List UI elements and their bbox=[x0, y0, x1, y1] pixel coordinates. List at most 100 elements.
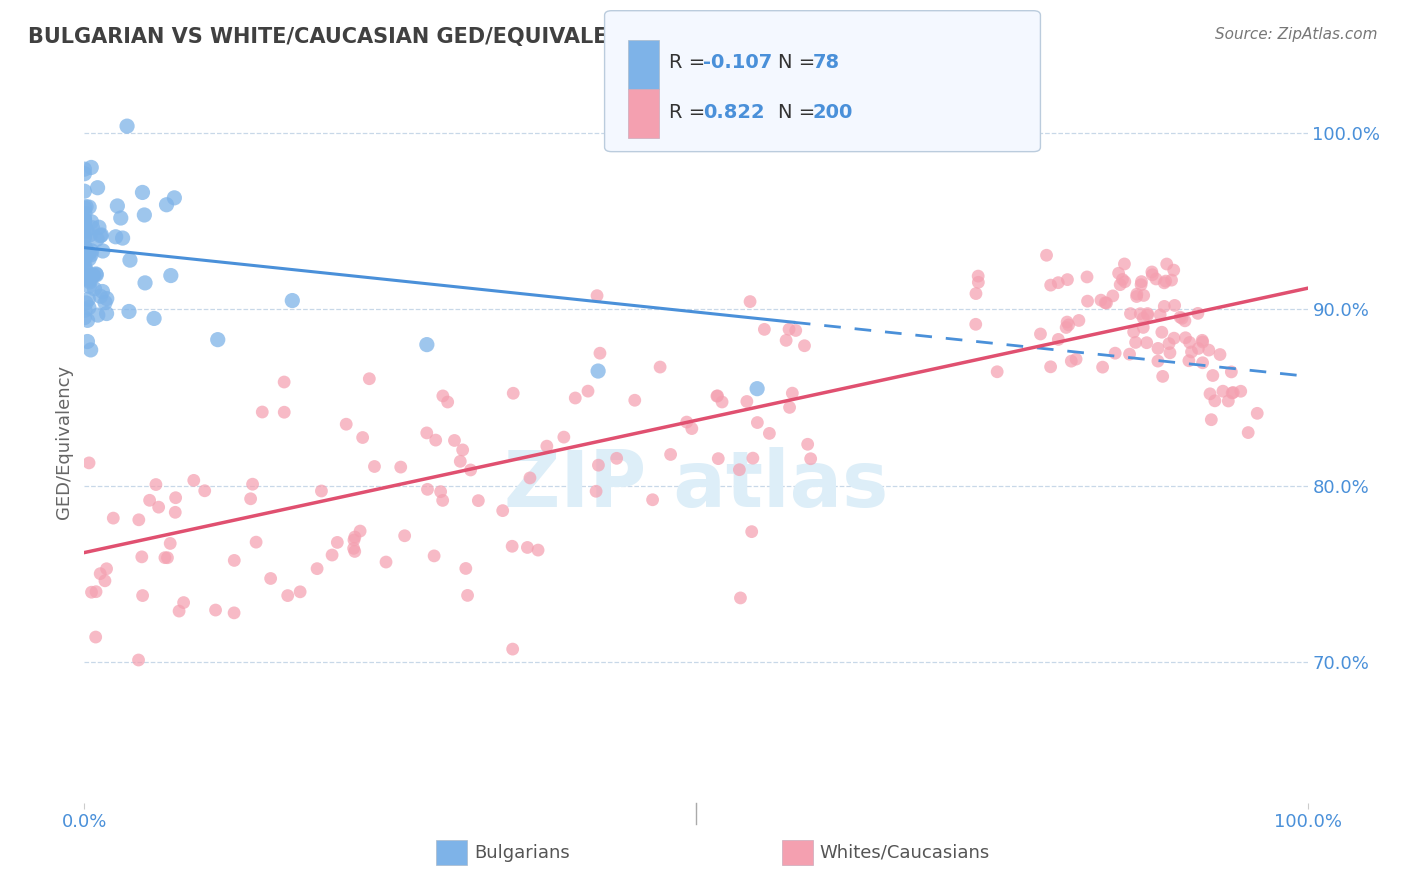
Point bbox=[1191, 356, 1213, 370]
Point bbox=[1237, 425, 1260, 440]
Point bbox=[967, 275, 990, 289]
Point bbox=[307, 561, 329, 575]
Text: N =: N = bbox=[778, 103, 821, 122]
Point bbox=[375, 555, 398, 569]
Point bbox=[1101, 289, 1123, 303]
Point bbox=[754, 322, 776, 336]
Point bbox=[416, 425, 439, 440]
Point bbox=[75, 263, 97, 277]
Point bbox=[623, 393, 645, 408]
Point bbox=[1201, 413, 1223, 427]
Point bbox=[1060, 354, 1083, 368]
Point bbox=[128, 653, 150, 667]
Point bbox=[118, 253, 141, 268]
Point bbox=[730, 591, 752, 605]
Point bbox=[454, 561, 477, 575]
Point bbox=[576, 384, 599, 398]
Point bbox=[1220, 365, 1243, 379]
Point bbox=[87, 308, 110, 322]
Point bbox=[204, 603, 226, 617]
Point bbox=[207, 333, 229, 347]
Point bbox=[167, 604, 190, 618]
Point bbox=[84, 584, 107, 599]
Point bbox=[1094, 295, 1116, 310]
Point bbox=[965, 318, 987, 332]
Point bbox=[1149, 308, 1171, 322]
Point bbox=[1222, 385, 1244, 400]
Point bbox=[1104, 346, 1126, 360]
Point bbox=[467, 493, 489, 508]
Text: Source: ZipAtlas.com: Source: ZipAtlas.com bbox=[1215, 27, 1378, 42]
Point bbox=[1118, 347, 1140, 361]
Point bbox=[245, 535, 267, 549]
Text: R =: R = bbox=[669, 53, 711, 72]
Point bbox=[1125, 289, 1147, 303]
Point bbox=[1119, 307, 1142, 321]
Point bbox=[451, 442, 474, 457]
Point bbox=[103, 511, 125, 525]
Point bbox=[1202, 368, 1225, 383]
Point bbox=[349, 524, 371, 538]
Point bbox=[443, 434, 465, 448]
Point bbox=[89, 566, 111, 581]
Point bbox=[118, 304, 141, 318]
Point bbox=[73, 230, 96, 244]
Point bbox=[1157, 336, 1180, 351]
Point bbox=[1114, 275, 1136, 289]
Point bbox=[738, 294, 761, 309]
Point bbox=[1132, 320, 1154, 334]
Point bbox=[1129, 307, 1152, 321]
Point bbox=[681, 421, 703, 435]
Point bbox=[423, 549, 446, 563]
Point bbox=[416, 337, 439, 351]
Point bbox=[1140, 265, 1163, 279]
Point bbox=[1067, 313, 1090, 327]
Point bbox=[343, 530, 366, 544]
Point bbox=[1147, 342, 1170, 356]
Text: Whites/Caucasians: Whites/Caucasians bbox=[820, 844, 990, 862]
Point bbox=[1246, 406, 1268, 420]
Point bbox=[159, 268, 181, 283]
Point bbox=[111, 231, 134, 245]
Point bbox=[1039, 278, 1062, 293]
Point bbox=[79, 273, 101, 287]
Point bbox=[1122, 325, 1144, 339]
Point bbox=[143, 311, 166, 326]
Point bbox=[659, 447, 682, 461]
Point bbox=[165, 505, 187, 519]
Point bbox=[86, 268, 108, 282]
Point bbox=[1111, 272, 1133, 286]
Point bbox=[84, 267, 107, 281]
Point bbox=[416, 483, 439, 497]
Point bbox=[589, 346, 612, 360]
Point bbox=[1064, 352, 1087, 367]
Point bbox=[457, 588, 479, 602]
Point bbox=[1199, 387, 1222, 401]
Point bbox=[1174, 314, 1197, 328]
Point bbox=[94, 574, 117, 588]
Point bbox=[711, 395, 734, 409]
Point bbox=[173, 596, 195, 610]
Point bbox=[77, 200, 100, 214]
Point bbox=[77, 292, 100, 306]
Point bbox=[259, 572, 281, 586]
Point bbox=[288, 584, 311, 599]
Point bbox=[782, 386, 804, 401]
Point bbox=[91, 244, 114, 258]
Point bbox=[706, 389, 728, 403]
Point bbox=[87, 220, 110, 235]
Point bbox=[527, 543, 550, 558]
Point bbox=[222, 606, 245, 620]
Point bbox=[163, 191, 186, 205]
Text: 78: 78 bbox=[813, 53, 839, 72]
Point bbox=[159, 536, 181, 550]
Point bbox=[86, 180, 108, 194]
Point bbox=[86, 232, 108, 246]
Point bbox=[1187, 342, 1209, 356]
Point bbox=[242, 477, 264, 491]
Point bbox=[1047, 276, 1070, 290]
Point bbox=[460, 463, 482, 477]
Point bbox=[707, 451, 730, 466]
Point bbox=[967, 269, 990, 284]
Point bbox=[1163, 298, 1185, 312]
